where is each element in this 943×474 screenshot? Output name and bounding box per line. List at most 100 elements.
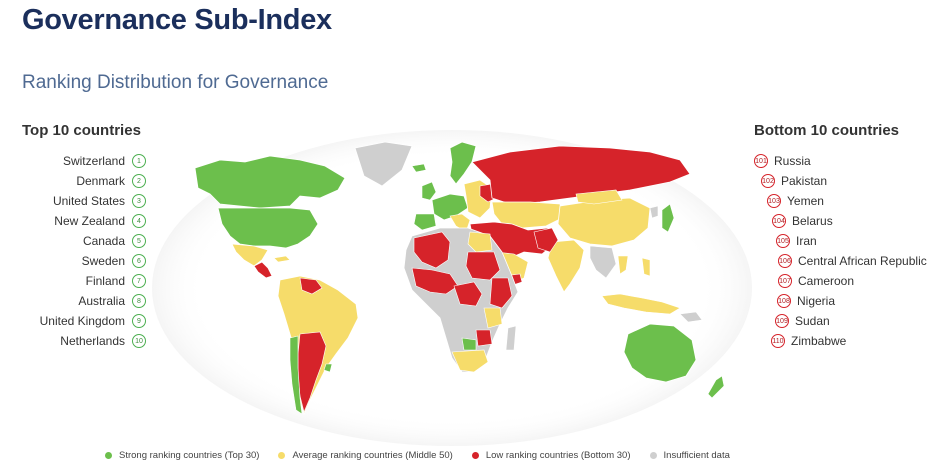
west-africa-shape bbox=[411, 267, 459, 295]
list-item: 110 Zimbabwe bbox=[771, 331, 846, 351]
australia-shape bbox=[623, 323, 697, 383]
page-title: Governance Sub-Index bbox=[22, 4, 332, 36]
list-item: 101 Russia bbox=[754, 151, 811, 171]
country-name: New Zealand bbox=[54, 214, 125, 228]
rank-badge: 7 bbox=[132, 274, 146, 288]
usa-shape bbox=[217, 207, 319, 249]
country-name: Belarus bbox=[792, 214, 833, 228]
legend-dot-low bbox=[471, 452, 479, 459]
list-item: Switzerland 1 bbox=[0, 151, 146, 171]
chile-shape bbox=[289, 335, 303, 415]
vietnam-shape bbox=[617, 255, 629, 275]
legend-item-low: Low ranking countries (Bottom 30) bbox=[471, 450, 631, 461]
rank-badge: 102 bbox=[761, 174, 775, 188]
rank-badge: 106 bbox=[778, 254, 792, 268]
tanzania-shape bbox=[483, 307, 503, 329]
central-asia-shape bbox=[491, 201, 563, 229]
page-subtitle: Ranking Distribution for Governance bbox=[22, 72, 329, 93]
country-name: Zimbabwe bbox=[791, 334, 847, 348]
legend-item-insufficient: Insufficient data bbox=[649, 450, 730, 461]
country-name: United States bbox=[52, 194, 125, 208]
caribbean-shape bbox=[273, 255, 291, 263]
list-item: 102 Pakistan bbox=[761, 171, 827, 191]
rank-badge: 109 bbox=[775, 314, 789, 328]
country-name: Sudan bbox=[795, 314, 830, 328]
india-shape bbox=[547, 239, 585, 293]
rank-badge: 8 bbox=[132, 294, 146, 308]
east-africa-shape bbox=[489, 277, 513, 309]
country-name: Pakistan bbox=[781, 174, 828, 188]
philippines-shape bbox=[641, 257, 651, 277]
iberia-shape bbox=[413, 213, 437, 231]
country-name: Switzerland bbox=[62, 154, 125, 168]
rank-badge: 4 bbox=[132, 214, 146, 228]
top-countries-list: Switzerland 1 Denmark 2 United States 3 New… bbox=[0, 151, 146, 351]
rank-badge: 5 bbox=[132, 234, 146, 248]
rank-badge: 104 bbox=[772, 214, 786, 228]
legend-dot-strong bbox=[105, 452, 112, 459]
list-item: 107 Cameroon bbox=[778, 271, 854, 291]
list-item: Australia 8 bbox=[0, 291, 146, 311]
rank-badge: 6 bbox=[132, 254, 146, 268]
country-name: Sweden bbox=[81, 254, 125, 268]
rank-badge: 101 bbox=[754, 154, 768, 168]
legend-label: Low ranking countries (Bottom 30) bbox=[485, 450, 631, 461]
algeria-shape bbox=[413, 231, 451, 269]
western-europe-shape bbox=[431, 193, 469, 221]
greenland-shape bbox=[354, 141, 413, 187]
rank-badge: 110 bbox=[771, 334, 785, 348]
north-korea-shape bbox=[649, 205, 659, 219]
indonesia-shape bbox=[601, 293, 681, 315]
legend-item-average: Average ranking countries (Middle 50) bbox=[278, 450, 453, 461]
country-name: Iran bbox=[796, 234, 817, 248]
legend-label: Insufficient data bbox=[663, 450, 730, 461]
world-map bbox=[152, 130, 752, 446]
mexico-shape bbox=[231, 243, 269, 267]
new-zealand-shape bbox=[707, 375, 725, 399]
country-name: Nigeria bbox=[797, 294, 836, 308]
papua-shape bbox=[679, 311, 703, 323]
japan-shape bbox=[661, 203, 675, 233]
botswana-shape bbox=[461, 337, 477, 351]
rank-badge: 1 bbox=[132, 154, 146, 168]
rank-badge: 3 bbox=[132, 194, 146, 208]
southeast-asia-shape bbox=[589, 245, 617, 279]
rank-badge: 103 bbox=[767, 194, 781, 208]
madagascar-shape bbox=[505, 325, 517, 351]
list-item: Finland 7 bbox=[0, 271, 146, 291]
bottom-countries-heading: Bottom 10 countries bbox=[754, 122, 900, 139]
central-america-shape bbox=[253, 261, 273, 279]
zimbabwe-shape bbox=[475, 329, 493, 347]
map-legend: Strong ranking countries (Top 30) Averag… bbox=[105, 450, 749, 461]
sudan-shape bbox=[465, 251, 501, 281]
list-item: United Kingdom 9 bbox=[0, 311, 146, 331]
country-name: Central African Republic bbox=[798, 254, 927, 268]
list-item: 105 Iran bbox=[776, 231, 817, 251]
legend-label: Average ranking countries (Middle 50) bbox=[292, 450, 453, 461]
list-item: New Zealand 4 bbox=[0, 211, 146, 231]
italy-shape bbox=[449, 213, 471, 233]
country-name: Finland bbox=[85, 274, 125, 288]
list-item: 106 Central African Republic bbox=[778, 251, 927, 271]
rank-badge: 107 bbox=[778, 274, 792, 288]
legend-dot-insufficient bbox=[649, 452, 657, 459]
country-name: United Kingdom bbox=[39, 314, 125, 328]
venezuela-shape bbox=[299, 277, 323, 295]
rank-badge: 9 bbox=[132, 314, 146, 328]
country-name: Australia bbox=[78, 294, 125, 308]
rank-badge: 2 bbox=[132, 174, 146, 188]
country-name: Canada bbox=[82, 234, 125, 248]
top-countries-heading: Top 10 countries bbox=[22, 122, 141, 139]
iceland-shape bbox=[411, 163, 427, 173]
rank-badge: 105 bbox=[776, 234, 790, 248]
list-item: Canada 5 bbox=[0, 231, 146, 251]
legend-label: Strong ranking countries (Top 30) bbox=[119, 450, 260, 461]
south-africa-shape bbox=[451, 349, 489, 373]
scandinavia-shape bbox=[449, 141, 477, 185]
country-name: Cameroon bbox=[798, 274, 855, 288]
central-africa-shape bbox=[453, 281, 483, 307]
uruguay-shape bbox=[323, 363, 333, 373]
rank-badge: 108 bbox=[777, 294, 791, 308]
legend-dot-average bbox=[278, 452, 286, 459]
list-item: Denmark 2 bbox=[0, 171, 146, 191]
